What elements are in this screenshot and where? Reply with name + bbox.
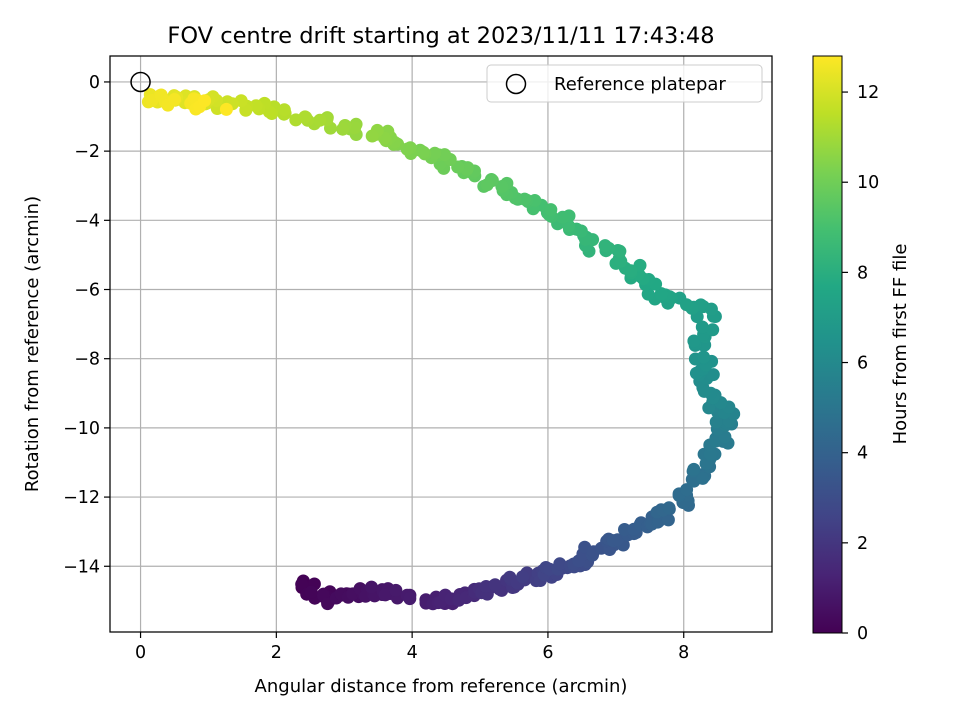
data-point: [654, 287, 668, 301]
data-point: [687, 462, 701, 476]
legend-entry-reference: Reference platepar: [554, 74, 726, 95]
y-tick-label: −10: [63, 419, 100, 439]
data-point: [613, 244, 627, 258]
data-point: [687, 334, 701, 348]
data-point: [696, 471, 710, 485]
x-axis-ticks: 0 2 4 6 8: [135, 632, 689, 663]
data-point: [168, 93, 181, 106]
data-point: [313, 113, 327, 127]
data-point: [219, 102, 233, 116]
colorbar-tick-label: 2: [857, 534, 868, 554]
data-point: [378, 588, 392, 602]
data-point: [680, 483, 694, 497]
y-tick-label: −8: [74, 350, 100, 370]
data-point: [480, 178, 494, 192]
data-point: [277, 103, 291, 117]
y-axis-label: Rotation from reference (arcmin): [22, 196, 43, 492]
legend: Reference platepar: [486, 64, 763, 103]
colorbar-ticks: 0 2 4 6 8 10 12: [842, 83, 879, 644]
y-tick-label: −12: [63, 488, 100, 508]
colorbar-gradient: [812, 55, 843, 634]
data-point: [598, 239, 612, 253]
data-point: [611, 533, 625, 547]
data-point: [438, 148, 452, 162]
data-point: [618, 523, 631, 536]
data-point: [516, 570, 530, 584]
y-axis-ticks: 0 −2 −4 −6 −8 −10 −12 −14: [63, 73, 110, 577]
plot-frame: [109, 55, 773, 633]
y-tick-label: −2: [74, 142, 100, 162]
x-tick-label: 8: [678, 643, 689, 663]
data-point: [662, 501, 676, 515]
x-tick-label: 4: [407, 643, 418, 663]
colorbar-label: Hours from first FF file: [890, 244, 911, 445]
data-point: [365, 580, 378, 594]
data-point: [709, 415, 723, 429]
legend-reference-marker: [505, 73, 527, 95]
data-point: [697, 384, 711, 398]
data-point: [365, 129, 379, 143]
data-point: [544, 203, 558, 217]
grid-lines: [110, 56, 772, 632]
y-tick-label: −14: [63, 557, 100, 577]
data-point: [289, 113, 303, 127]
y-tick-label: −4: [74, 211, 100, 231]
data-point: [304, 585, 318, 599]
data-point: [695, 320, 709, 334]
data-point: [553, 557, 567, 571]
colorbar-tick-label: 6: [857, 354, 868, 374]
data-point: [488, 578, 502, 592]
x-tick-label: 2: [271, 643, 282, 663]
data-point: [428, 146, 442, 160]
data-point: [661, 513, 675, 527]
x-tick-label: 0: [135, 643, 146, 663]
data-point: [336, 122, 350, 136]
data-points: [130, 71, 741, 611]
legend-box: [486, 64, 763, 103]
chart-title: FOV centre drift starting at 2023/11/11 …: [167, 23, 714, 49]
x-axis-label: Angular distance from reference (arcmin): [255, 676, 628, 697]
data-point: [706, 368, 720, 382]
data-point: [198, 94, 212, 108]
y-tick-label: −6: [74, 281, 100, 301]
data-point: [518, 192, 532, 206]
colorbar-tick-label: 4: [857, 444, 868, 464]
colorbar-tick-label: 8: [857, 263, 868, 283]
data-point: [389, 583, 403, 597]
colorbar-tick-label: 10: [857, 173, 879, 193]
data-point: [249, 99, 263, 113]
data-point: [556, 210, 570, 224]
data-point: [680, 298, 693, 312]
data-point: [416, 145, 430, 159]
data-point: [706, 323, 720, 337]
data-point: [614, 254, 628, 268]
data-point: [295, 577, 309, 591]
colorbar: 0 2 4 6 8 10 12 Hours from first FF file: [812, 55, 911, 644]
colorbar-tick-label: 12: [857, 83, 879, 103]
colorbar-tick-label: 0: [857, 624, 868, 644]
x-tick-label: 6: [542, 643, 553, 663]
data-point: [403, 592, 417, 606]
reference-platepar-marker: [130, 71, 151, 93]
y-tick-label: 0: [89, 73, 100, 93]
data-point: [697, 350, 710, 364]
data-point: [495, 180, 509, 193]
